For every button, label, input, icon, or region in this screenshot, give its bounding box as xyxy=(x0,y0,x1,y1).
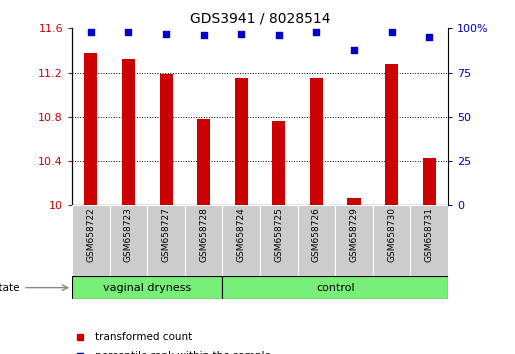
Text: control: control xyxy=(316,282,354,293)
Point xyxy=(237,31,245,36)
Text: GSM658730: GSM658730 xyxy=(387,207,396,262)
Point xyxy=(125,29,133,35)
Bar xyxy=(298,205,335,276)
Point xyxy=(87,29,95,35)
Bar xyxy=(348,198,360,205)
Bar xyxy=(335,205,373,276)
Point xyxy=(275,33,283,38)
Point xyxy=(350,47,358,52)
Bar xyxy=(222,205,260,276)
Point xyxy=(312,29,320,35)
Bar xyxy=(72,276,222,299)
Point xyxy=(200,33,208,38)
Bar xyxy=(235,78,248,205)
Text: GSM658731: GSM658731 xyxy=(425,207,434,262)
Bar xyxy=(185,205,222,276)
Text: transformed count: transformed count xyxy=(95,332,192,342)
Text: percentile rank within the sample: percentile rank within the sample xyxy=(95,352,270,354)
Text: disease state: disease state xyxy=(0,282,20,293)
Bar xyxy=(84,53,97,205)
Bar xyxy=(110,205,147,276)
Bar xyxy=(410,205,448,276)
Text: GSM658725: GSM658725 xyxy=(274,207,283,262)
Text: GSM658722: GSM658722 xyxy=(87,207,95,262)
Bar xyxy=(147,205,185,276)
Bar xyxy=(385,64,398,205)
Bar xyxy=(222,276,448,299)
Text: GSM658729: GSM658729 xyxy=(350,207,358,262)
Text: GSM658728: GSM658728 xyxy=(199,207,208,262)
Title: GDS3941 / 8028514: GDS3941 / 8028514 xyxy=(190,12,330,26)
Text: GSM658727: GSM658727 xyxy=(162,207,170,262)
Bar xyxy=(310,78,323,205)
Bar xyxy=(373,205,410,276)
Bar xyxy=(122,59,135,205)
Point xyxy=(162,31,170,36)
Bar xyxy=(160,74,173,205)
Bar xyxy=(72,205,110,276)
Text: vaginal dryness: vaginal dryness xyxy=(103,282,192,293)
Text: GSM658724: GSM658724 xyxy=(237,207,246,262)
Text: GSM658726: GSM658726 xyxy=(312,207,321,262)
Bar xyxy=(260,205,298,276)
Bar xyxy=(272,121,285,205)
Bar xyxy=(197,119,210,205)
Bar xyxy=(423,158,436,205)
Text: GSM658723: GSM658723 xyxy=(124,207,133,262)
Point xyxy=(388,29,396,35)
Point xyxy=(425,34,434,40)
